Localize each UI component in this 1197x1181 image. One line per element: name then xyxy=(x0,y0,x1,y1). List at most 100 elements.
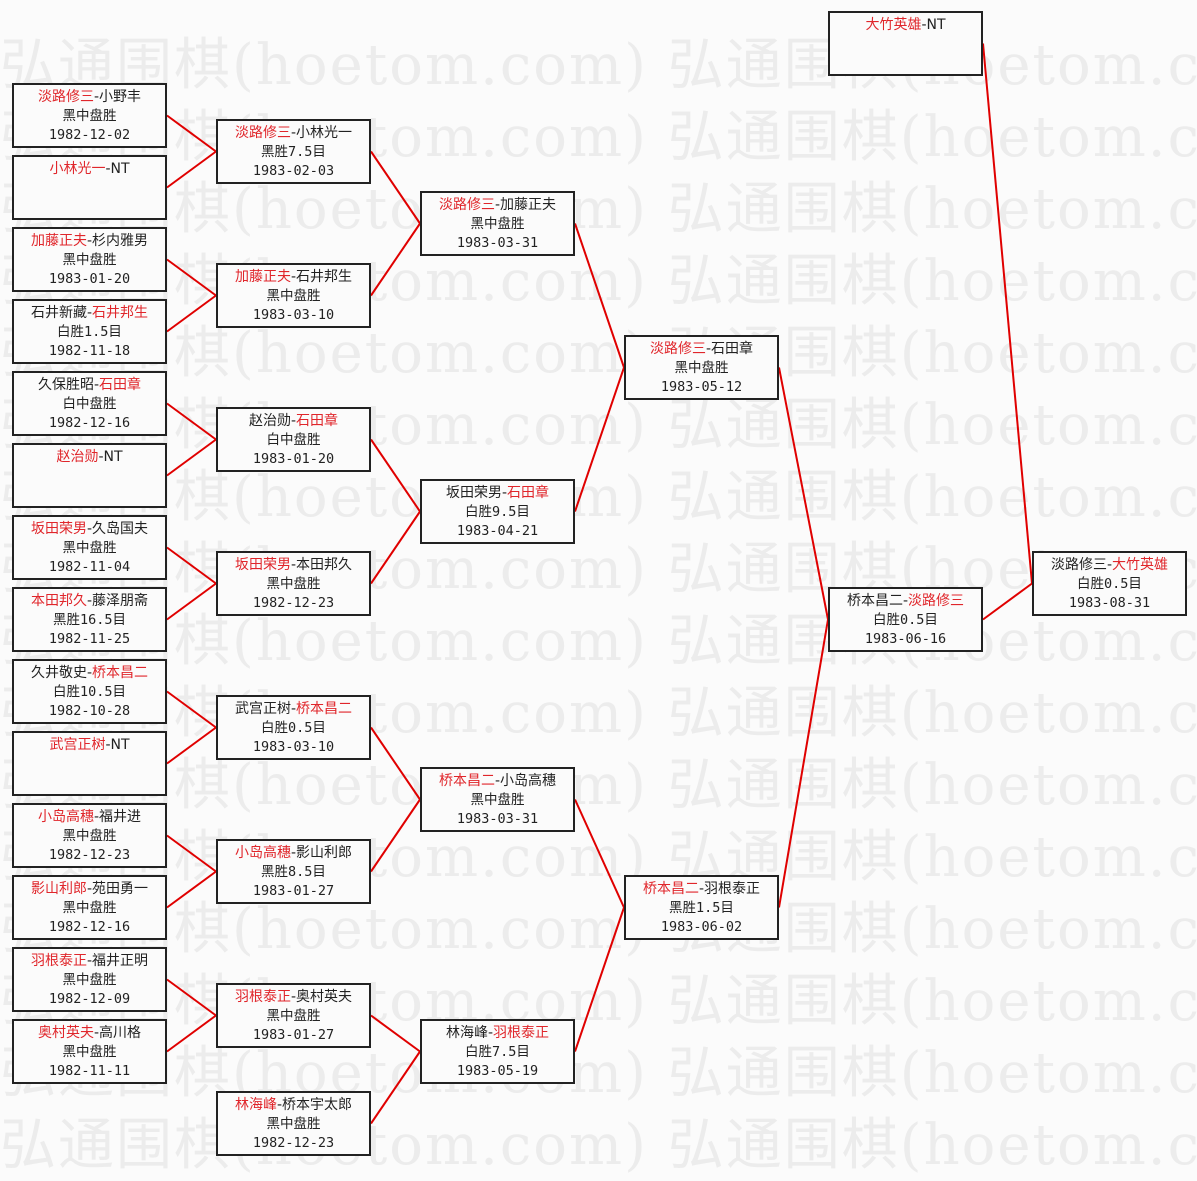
match-players: 桥本昌二-羽根泰正 xyxy=(626,880,777,899)
player-2: 石井邦生 xyxy=(296,269,353,285)
match-box: 淡路修三-小林光一 黑胜7.5目 1983-02-03 xyxy=(216,119,371,184)
match-box: 石井新藏-石井邦生 白胜1.5目 1982-11-18 xyxy=(12,299,167,364)
player-1: 淡路修三 xyxy=(234,125,291,141)
separator: - xyxy=(290,845,297,861)
player-1: 大竹英雄 xyxy=(865,17,922,33)
connector-line xyxy=(370,798,421,873)
separator: - xyxy=(501,485,508,501)
match-result: 白胜1.5目 xyxy=(57,324,122,340)
player-2: 大竹英雄 xyxy=(1112,557,1169,573)
separator: - xyxy=(494,197,501,213)
separator: - xyxy=(290,269,297,285)
player-1: 坂田荣男 xyxy=(30,521,87,537)
match-players: 淡路修三-小林光一 xyxy=(218,124,369,143)
match-box: 坂田荣男-本田邦久 黑中盘胜 1982-12-23 xyxy=(216,551,371,616)
match-result: 黑中盘胜 xyxy=(62,108,117,124)
player-2: 福井正明 xyxy=(92,953,149,969)
player-1: 小岛高穗 xyxy=(37,809,94,825)
player-2: 奥村英夫 xyxy=(296,989,353,1005)
match-result: 黑中盘胜 xyxy=(62,828,117,844)
match-date: 1982-12-23 xyxy=(252,595,335,611)
connector-line xyxy=(166,402,217,441)
connector-line xyxy=(166,870,217,909)
match-date: 1983-02-03 xyxy=(252,163,335,179)
player-2: 桥本宇太郎 xyxy=(282,1097,353,1113)
connector-line xyxy=(166,978,217,1017)
match-box: 加藤正夫-杉内雅男 黑中盘胜 1983-01-20 xyxy=(12,227,167,292)
match-players: 石井新藏-石井邦生 xyxy=(14,304,165,323)
connector-line xyxy=(982,582,1033,621)
match-box: 坂田荣男-久岛国夫 黑中盘胜 1982-11-04 xyxy=(12,515,167,580)
separator: - xyxy=(93,809,100,825)
player-1: 赵治勋 xyxy=(248,413,291,429)
player-1: 桥本昌二 xyxy=(642,881,699,897)
match-players: 坂田荣男-久岛国夫 xyxy=(14,520,165,539)
match-result: 白中盘胜 xyxy=(266,432,321,448)
player-2: 福井进 xyxy=(99,809,142,825)
player-1: 影山利郎 xyxy=(30,881,87,897)
match-result: 黑中盘胜 xyxy=(62,1044,117,1060)
match-box: 赵治勋-NT xyxy=(12,443,167,508)
separator: - xyxy=(86,305,93,321)
connector-line xyxy=(370,438,421,513)
match-date: 1982-11-18 xyxy=(48,343,131,359)
separator: - xyxy=(105,737,111,753)
match-result: 黑胜8.5目 xyxy=(261,864,326,880)
match-players: 坂田荣男-本田邦久 xyxy=(218,556,369,575)
match-players: 小岛高穗-影山利郎 xyxy=(218,844,369,863)
player-1: 桥本昌二 xyxy=(846,593,903,609)
match-players: 加藤正夫-石井邦生 xyxy=(218,268,369,287)
player-1: 武宫正树 xyxy=(49,737,106,753)
match-players: 赵治勋-石田章 xyxy=(218,412,369,431)
match-result: 黑中盘胜 xyxy=(266,1008,321,1024)
match-date: 1982-12-16 xyxy=(48,919,131,935)
connector-line xyxy=(370,726,421,801)
separator: - xyxy=(86,881,93,897)
match-box: 羽根泰正-奥村英夫 黑中盘胜 1983-01-27 xyxy=(216,983,371,1048)
separator: - xyxy=(93,89,100,105)
match-players: 影山利郎-苑田勇一 xyxy=(14,880,165,899)
match-box: 久保胜昭-石田章 白中盘胜 1982-12-16 xyxy=(12,371,167,436)
player-2: 淡路修三 xyxy=(908,593,965,609)
connector-line xyxy=(166,150,217,189)
match-date: 1982-11-11 xyxy=(48,1063,131,1079)
connector-line xyxy=(982,43,1033,584)
match-result: 黑中盘胜 xyxy=(62,540,117,556)
match-result: 白胜0.5目 xyxy=(261,720,326,736)
connector-line xyxy=(778,619,829,908)
player-1: 羽根泰正 xyxy=(30,953,87,969)
match-result: 黑中盘胜 xyxy=(62,972,117,988)
match-box: 武宫正树-NT xyxy=(12,731,167,796)
match-box: 赵治勋-石田章 白中盘胜 1983-01-20 xyxy=(216,407,371,472)
match-date: 1983-05-12 xyxy=(660,379,743,395)
match-result: 白胜9.5目 xyxy=(465,504,530,520)
match-players: 桥本昌二-淡路修三 xyxy=(830,592,981,611)
player-2: 石田章 xyxy=(296,413,339,429)
match-players: 淡路修三-加藤正夫 xyxy=(422,196,573,215)
separator: - xyxy=(902,593,909,609)
match-box: 淡路修三-小野丰 黑中盘胜 1982-12-02 xyxy=(12,83,167,148)
player-1: 淡路修三 xyxy=(37,89,94,105)
match-players: 武宫正树-桥本昌二 xyxy=(218,700,369,719)
match-date: 1983-03-31 xyxy=(456,235,539,251)
player-1: 坂田荣男 xyxy=(234,557,291,573)
connector-line xyxy=(574,223,625,368)
match-box: 大竹英雄-NT xyxy=(828,11,983,76)
match-box: 桥本昌二-淡路修三 白胜0.5目 1983-06-16 xyxy=(828,587,983,652)
player-1: 淡路修三 xyxy=(1050,557,1107,573)
match-date: 1983-01-20 xyxy=(252,451,335,467)
connector-line xyxy=(166,726,217,765)
separator: - xyxy=(98,449,104,465)
match-result: 黑中盘胜 xyxy=(470,216,525,232)
match-date: 1982-12-23 xyxy=(48,847,131,863)
match-date: 1983-08-31 xyxy=(1068,595,1151,611)
match-date: 1983-03-10 xyxy=(252,307,335,323)
match-players: 大竹英雄-NT xyxy=(830,16,981,35)
player-1: 羽根泰正 xyxy=(234,989,291,1005)
connector-line xyxy=(574,367,625,512)
player-2: NT xyxy=(110,161,130,177)
match-players: 林海峰-羽根泰正 xyxy=(422,1024,573,1043)
match-players: 久保胜昭-石田章 xyxy=(14,376,165,395)
player-1: 加藤正夫 xyxy=(234,269,291,285)
connector-line xyxy=(370,150,421,225)
